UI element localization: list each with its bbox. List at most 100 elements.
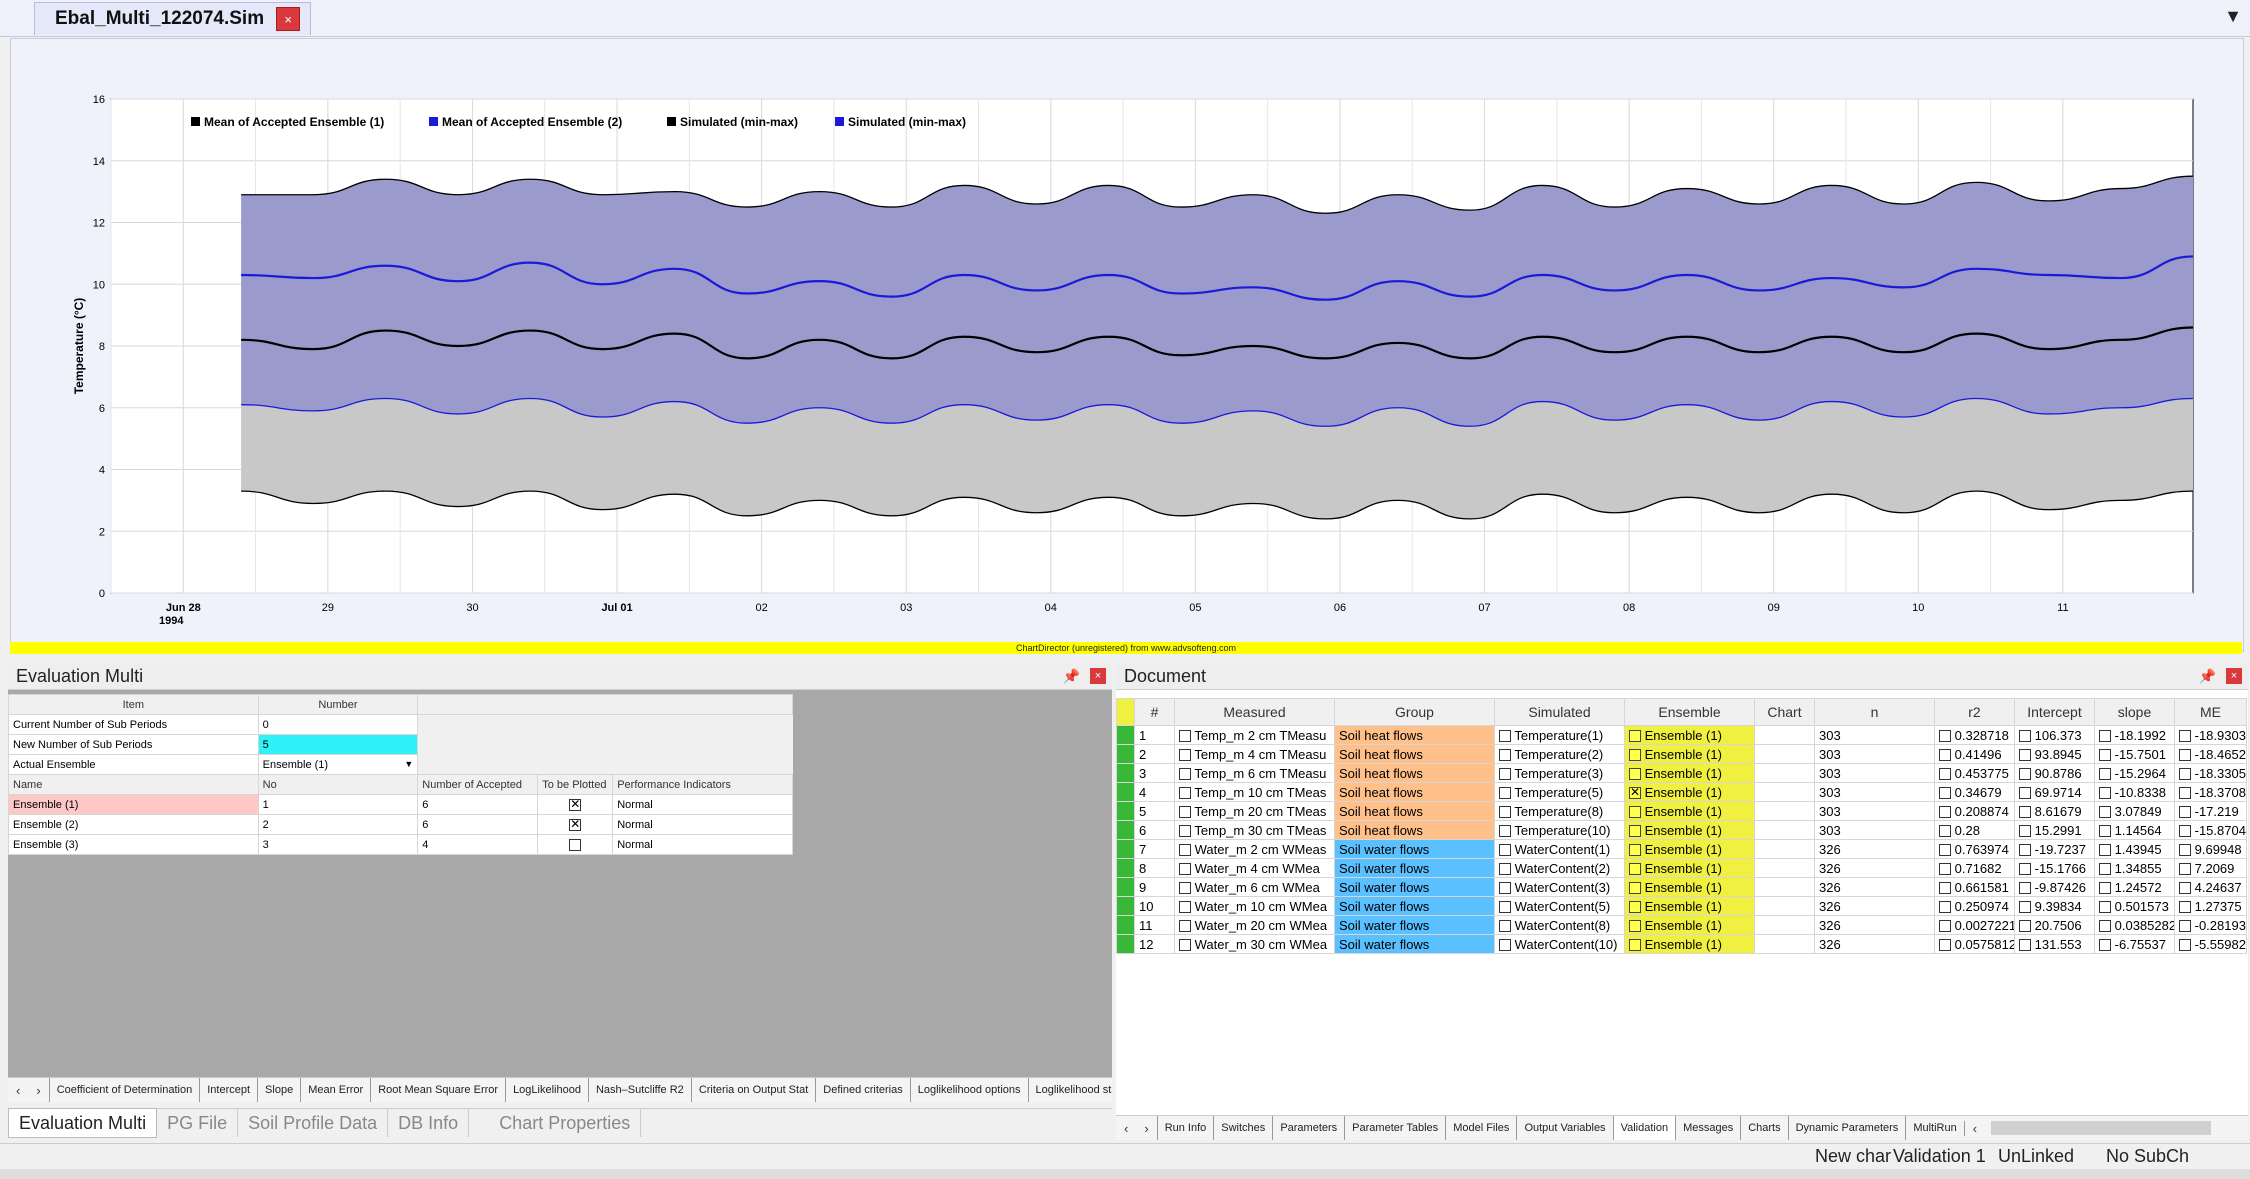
plotted-cell[interactable]	[537, 834, 614, 855]
col-intercept-header[interactable]: Intercept	[2014, 698, 2095, 726]
chevron-left-icon[interactable]: ‹	[16, 1082, 21, 1098]
group-cell[interactable]: Soil water flows	[1334, 877, 1495, 897]
simulated-checkbox[interactable]	[1499, 768, 1511, 781]
pin-icon[interactable]: 📌	[1062, 667, 1080, 684]
tab-dynamic-parameters[interactable]: Dynamic Parameters	[1787, 1116, 1906, 1140]
measured-checkbox[interactable]	[1179, 920, 1191, 933]
simulated-cell[interactable]: Temperature(3)	[1494, 763, 1625, 783]
simulated-cell[interactable]: WaterContent(1)	[1494, 839, 1625, 859]
slope-cell[interactable]: -6.75537	[2094, 934, 2175, 954]
tab-model-files[interactable]: Model Files	[1445, 1116, 1516, 1140]
me-checkbox[interactable]	[2179, 825, 2191, 838]
simulated-cell[interactable]: Temperature(5)	[1494, 782, 1625, 802]
measured-checkbox[interactable]	[1179, 825, 1191, 838]
table-row[interactable]: Ensemble (3) 3 4 Normal	[8, 834, 793, 855]
ensemble-checkbox[interactable]	[1629, 882, 1641, 895]
slope-checkbox[interactable]	[2099, 920, 2111, 933]
tab-nash-sutcliffe[interactable]: Nash–Sutcliffe R2	[587, 1078, 691, 1102]
group-cell[interactable]: Soil water flows	[1334, 858, 1495, 878]
group-cell[interactable]: Soil water flows	[1334, 896, 1495, 916]
group-cell[interactable]: Soil heat flows	[1334, 763, 1495, 783]
actual-ensemble-value[interactable]: Ensemble (1)	[262, 758, 329, 771]
table-row[interactable]: 8 Water_m 4 cm WMea Soil water flows Wate…	[1116, 858, 2247, 878]
measured-checkbox[interactable]	[1179, 863, 1191, 876]
document-tab-title[interactable]: Ebal_Multi_122074.Sim	[55, 8, 265, 29]
intercept-checkbox[interactable]	[2019, 768, 2031, 781]
ensemble-checkbox[interactable]	[1629, 785, 1641, 800]
me-checkbox[interactable]	[2179, 730, 2191, 743]
document-tab[interactable]: Ebal_Multi_122074.Sim ×	[34, 2, 312, 35]
row-indicator[interactable]	[1116, 725, 1135, 745]
r2-cell[interactable]: 0.208874	[1934, 801, 2015, 821]
r2-checkbox[interactable]	[1939, 901, 1951, 914]
r2-cell[interactable]: 0.453775	[1934, 763, 2015, 783]
ensemble-checkbox[interactable]	[1629, 825, 1641, 838]
tab-criteria-output[interactable]: Criteria on Output Stat	[690, 1078, 815, 1102]
r2-cell[interactable]: 0.763974	[1934, 839, 2015, 859]
ensemble-checkbox[interactable]	[1629, 768, 1641, 781]
slope-checkbox[interactable]	[2099, 825, 2111, 838]
r2-checkbox[interactable]	[1939, 806, 1951, 819]
slope-checkbox[interactable]	[2099, 730, 2111, 743]
ensemble-cell[interactable]: Ensemble (1)	[1624, 858, 1755, 878]
measured-checkbox[interactable]	[1179, 768, 1191, 781]
row-indicator[interactable]	[1116, 915, 1135, 935]
ensemble-cell[interactable]: Ensemble (1)	[1624, 915, 1755, 935]
tab-intercept[interactable]: Intercept	[199, 1078, 257, 1102]
me-cell[interactable]: -18.9303	[2174, 725, 2247, 745]
plotted-cell[interactable]	[537, 794, 614, 815]
measured-checkbox[interactable]	[1179, 939, 1191, 952]
close-icon[interactable]: ×	[1090, 668, 1106, 684]
col-n-header[interactable]: n	[1814, 698, 1935, 726]
r2-cell[interactable]: 0.34679	[1934, 782, 2015, 802]
ensemble-cell[interactable]: Ensemble (1)	[1624, 744, 1755, 764]
r2-checkbox[interactable]	[1939, 882, 1951, 895]
plotted-checkbox[interactable]	[569, 838, 582, 851]
simulated-checkbox[interactable]	[1499, 825, 1511, 838]
simulated-cell[interactable]: WaterContent(2)	[1494, 858, 1625, 878]
slope-cell[interactable]: 1.14564	[2094, 820, 2175, 840]
slope-cell[interactable]: -15.2964	[2094, 763, 2175, 783]
measured-cell[interactable]: Temp_m 30 cm TMeas	[1174, 820, 1335, 840]
r2-checkbox[interactable]	[1939, 939, 1951, 952]
chevron-right-icon[interactable]: ›	[1144, 1120, 1149, 1136]
chart-cell[interactable]	[1754, 934, 1815, 954]
ensemble-cell[interactable]: Ensemble (1)	[1624, 896, 1755, 916]
simulated-cell[interactable]: WaterContent(8)	[1494, 915, 1625, 935]
col-simulated-header[interactable]: Simulated	[1494, 698, 1625, 726]
ensemble-name[interactable]: Ensemble (2)	[8, 814, 259, 835]
col-me-header[interactable]: ME	[2174, 698, 2247, 726]
chevron-left-icon[interactable]: ‹	[1963, 1120, 1985, 1136]
ensemble-checkbox[interactable]	[1629, 939, 1641, 952]
chevron-right-icon[interactable]: ›	[36, 1082, 41, 1098]
measured-cell[interactable]: Water_m 4 cm WMea	[1174, 858, 1335, 878]
chart-cell[interactable]	[1754, 763, 1815, 783]
measured-cell[interactable]: Water_m 20 cm WMea	[1174, 915, 1335, 935]
tab-messages[interactable]: Messages	[1675, 1116, 1740, 1140]
slope-checkbox[interactable]	[2099, 768, 2111, 781]
intercept-cell[interactable]: 9.39834	[2014, 896, 2095, 916]
slope-checkbox[interactable]	[2099, 882, 2111, 895]
r2-checkbox[interactable]	[1939, 787, 1951, 800]
chevron-down-icon[interactable]: ▼	[2224, 6, 2242, 26]
tab-db-info[interactable]: DB Info	[388, 1109, 470, 1137]
r2-checkbox[interactable]	[1939, 825, 1951, 838]
slope-checkbox[interactable]	[2099, 939, 2111, 952]
group-cell[interactable]: Soil heat flows	[1334, 782, 1495, 802]
col-chart-header[interactable]: Chart	[1754, 698, 1815, 726]
me-cell[interactable]: -18.3708	[2174, 782, 2247, 802]
chart-cell[interactable]	[1754, 782, 1815, 802]
table-row[interactable]: 3 Temp_m 6 cm TMeasu Soil heat flows Temp…	[1116, 763, 2247, 783]
table-row[interactable]: 9 Water_m 6 cm WMea Soil water flows Wate…	[1116, 877, 2247, 897]
group-cell[interactable]: Soil water flows	[1334, 915, 1495, 935]
table-row[interactable]: 2 Temp_m 4 cm TMeasu Soil heat flows Temp…	[1116, 744, 2247, 764]
simulated-cell[interactable]: WaterContent(10)	[1494, 934, 1625, 954]
intercept-cell[interactable]: -19.7237	[2014, 839, 2095, 859]
table-row[interactable]: Ensemble (1) 1 6 Normal	[8, 794, 793, 815]
slope-cell[interactable]: 1.24572	[2094, 877, 2175, 897]
tab-switches[interactable]: Switches	[1213, 1116, 1272, 1140]
chart-cell[interactable]	[1754, 801, 1815, 821]
ensemble-checkbox[interactable]	[1629, 863, 1641, 876]
table-row[interactable]: Ensemble (2) 2 6 Normal	[8, 814, 793, 835]
me-cell[interactable]: 7.2069	[2174, 858, 2247, 878]
